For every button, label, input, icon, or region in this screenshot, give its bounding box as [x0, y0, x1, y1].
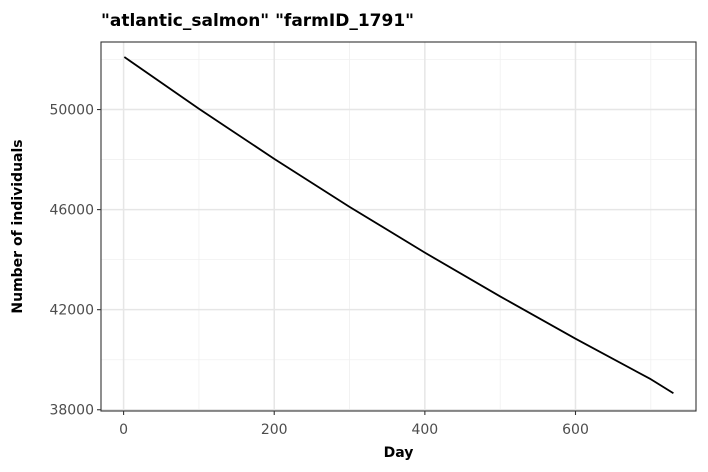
plot-lines [123, 56, 674, 395]
y-tick-label: 50000 [49, 103, 94, 119]
y-tick-label: 42000 [49, 303, 94, 319]
chart-title: "atlantic_salmon" "farmID_1791" [101, 11, 414, 31]
x-tick-label: 400 [411, 422, 438, 438]
x-axis-title: Day [384, 445, 414, 461]
x-axis: 0 200 400 600 [119, 411, 589, 438]
x-tick-label: 0 [119, 422, 128, 438]
y-axis: 38000 42000 46000 50000 [49, 103, 101, 419]
series-line [123, 56, 674, 395]
plot-panel-border [100, 41, 697, 412]
grid [101, 42, 696, 411]
x-tick-label: 200 [261, 422, 288, 438]
y-axis-title: Number of individuals [10, 139, 26, 313]
y-tick-label: 46000 [49, 203, 94, 219]
y-tick-label: 38000 [49, 403, 94, 419]
x-tick-label: 600 [562, 422, 589, 438]
